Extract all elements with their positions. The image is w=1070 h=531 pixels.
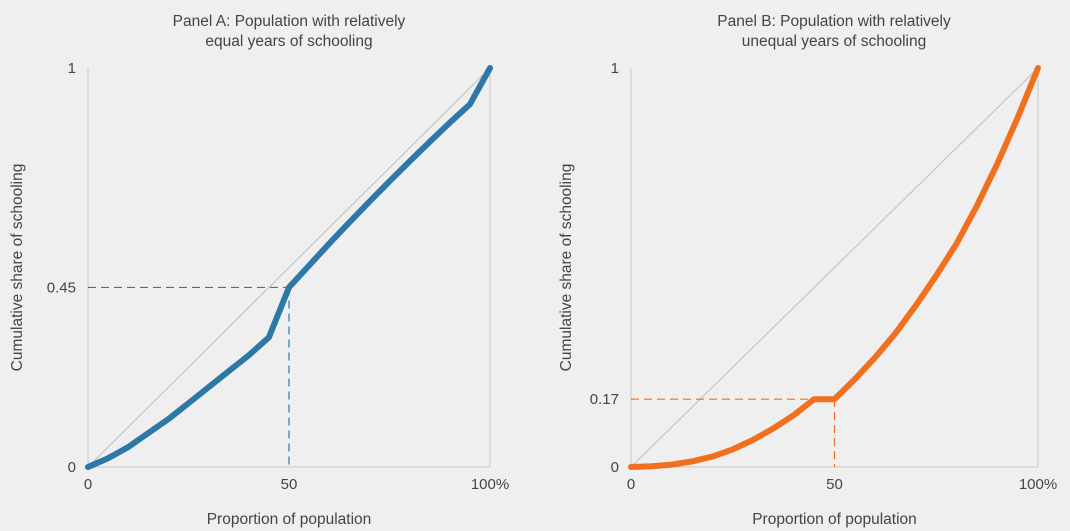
panel-a-series-line — [85, 65, 493, 470]
panel-a-x-axis-title: Proportion of population — [207, 511, 372, 528]
panel-b-y-tick-label: 1 — [611, 60, 619, 77]
panel-b-title: Panel B: Population with relatively unequ… — [717, 13, 951, 50]
panel-a-y-tick-label: 1 — [68, 60, 76, 77]
panel-a-title-line: equal years of schooling — [205, 33, 372, 50]
panel-a-chart: Panel A: Population with relatively equal… — [9, 13, 509, 528]
panel-a-y-tick-label: 0.45 — [47, 279, 76, 296]
panel-a-equality-line — [87, 67, 491, 468]
panel-a-y-axis-title: Cumulative share of schooling — [9, 164, 26, 372]
panel-a-x-tick-label: 50 — [281, 476, 298, 493]
panel-b-title-line: Panel B: Population with relatively — [717, 13, 951, 30]
panel-a-x-tick-label: 100% — [471, 476, 509, 493]
panel-b-chart: Panel B: Population with relatively unequ… — [558, 13, 1057, 528]
panel-b-x-tick-label: 50 — [826, 476, 843, 493]
panel-a-title-line: Panel A: Population with relatively — [173, 13, 406, 30]
panel-a-x-tick-label: 0 — [84, 476, 92, 493]
panel-b-x-axis-title: Proportion of population — [752, 511, 917, 528]
panel-b-y-axis-title: Cumulative share of schooling — [558, 164, 575, 372]
panel-b-x-tick-label: 0 — [627, 476, 635, 493]
panel-b-x-tick-label: 100% — [1019, 476, 1057, 493]
panel-b-equality-line — [630, 67, 1039, 468]
panel-a-title: Panel A: Population with relatively equal… — [173, 13, 406, 50]
panel-b-series-line — [628, 65, 1041, 470]
panel-b-y-tick-label: 0.17 — [590, 391, 619, 408]
panel-b-title-line: unequal years of schooling — [742, 33, 926, 50]
panel-a-y-tick-label: 0 — [68, 459, 76, 476]
panel-b-y-tick-label: 0 — [611, 459, 619, 476]
